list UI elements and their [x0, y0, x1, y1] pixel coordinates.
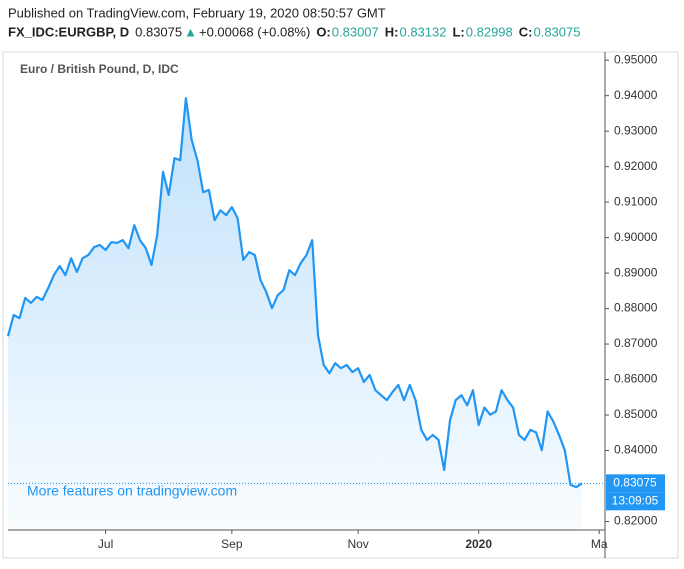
change: +0.00068 (+0.08%) [199, 24, 310, 39]
price: 0.83075 [135, 24, 182, 39]
x-tick-label: Sep [221, 537, 243, 551]
close-label: C: [519, 24, 533, 39]
y-tick-label: 0.85000 [614, 407, 658, 421]
y-tick-label: 0.86000 [614, 372, 658, 386]
y-tick-label: 0.93000 [614, 123, 658, 137]
x-tick-label: 2020 [465, 537, 492, 551]
symbol-line: FX_IDC:EURGBP, D 0.83075 ▲ +0.00068 (+0.… [8, 24, 580, 39]
chart-title: Euro / British Pound, D, IDC [20, 62, 179, 76]
high-label: H: [385, 24, 399, 39]
x-tick-label: Jul [98, 537, 113, 551]
y-tick-label: 0.92000 [614, 159, 658, 173]
countdown-badge [606, 492, 665, 511]
close: 0.83075 [533, 24, 580, 39]
open-label: O: [316, 24, 330, 39]
y-tick-label: 0.84000 [614, 443, 658, 457]
price-line [6, 97, 583, 489]
y-tick-label: 0.88000 [614, 301, 658, 315]
high: 0.83132 [399, 24, 446, 39]
y-tick-label: 0.90000 [614, 230, 658, 244]
y-tick-label: 0.82000 [614, 514, 658, 528]
price-badge-label: 0.83075 [613, 476, 657, 490]
y-tick-label: 0.94000 [614, 88, 658, 102]
watermark[interactable]: More features on tradingview.com [27, 483, 237, 499]
x-tick-label: Ma [591, 537, 608, 551]
y-tick-label: 0.87000 [614, 336, 658, 350]
arrow: ▲ [184, 24, 197, 39]
open: 0.83007 [332, 24, 379, 39]
plot [6, 97, 583, 530]
y-tick-label: 0.91000 [614, 194, 658, 208]
countdown-label: 13:09:05 [612, 494, 659, 508]
y-tick-label: 0.89000 [614, 265, 658, 279]
frame [2, 51, 679, 559]
low: 0.82998 [466, 24, 513, 39]
x-tick-label: Nov [347, 537, 368, 551]
low-label: L: [452, 24, 464, 39]
published: Published on TradingView.com, February 1… [8, 5, 386, 20]
price-badge [606, 474, 665, 493]
area-fill [8, 98, 582, 530]
symbol: FX_IDC:EURGBP, D [8, 24, 129, 39]
y-tick-label: 0.95000 [614, 52, 658, 66]
